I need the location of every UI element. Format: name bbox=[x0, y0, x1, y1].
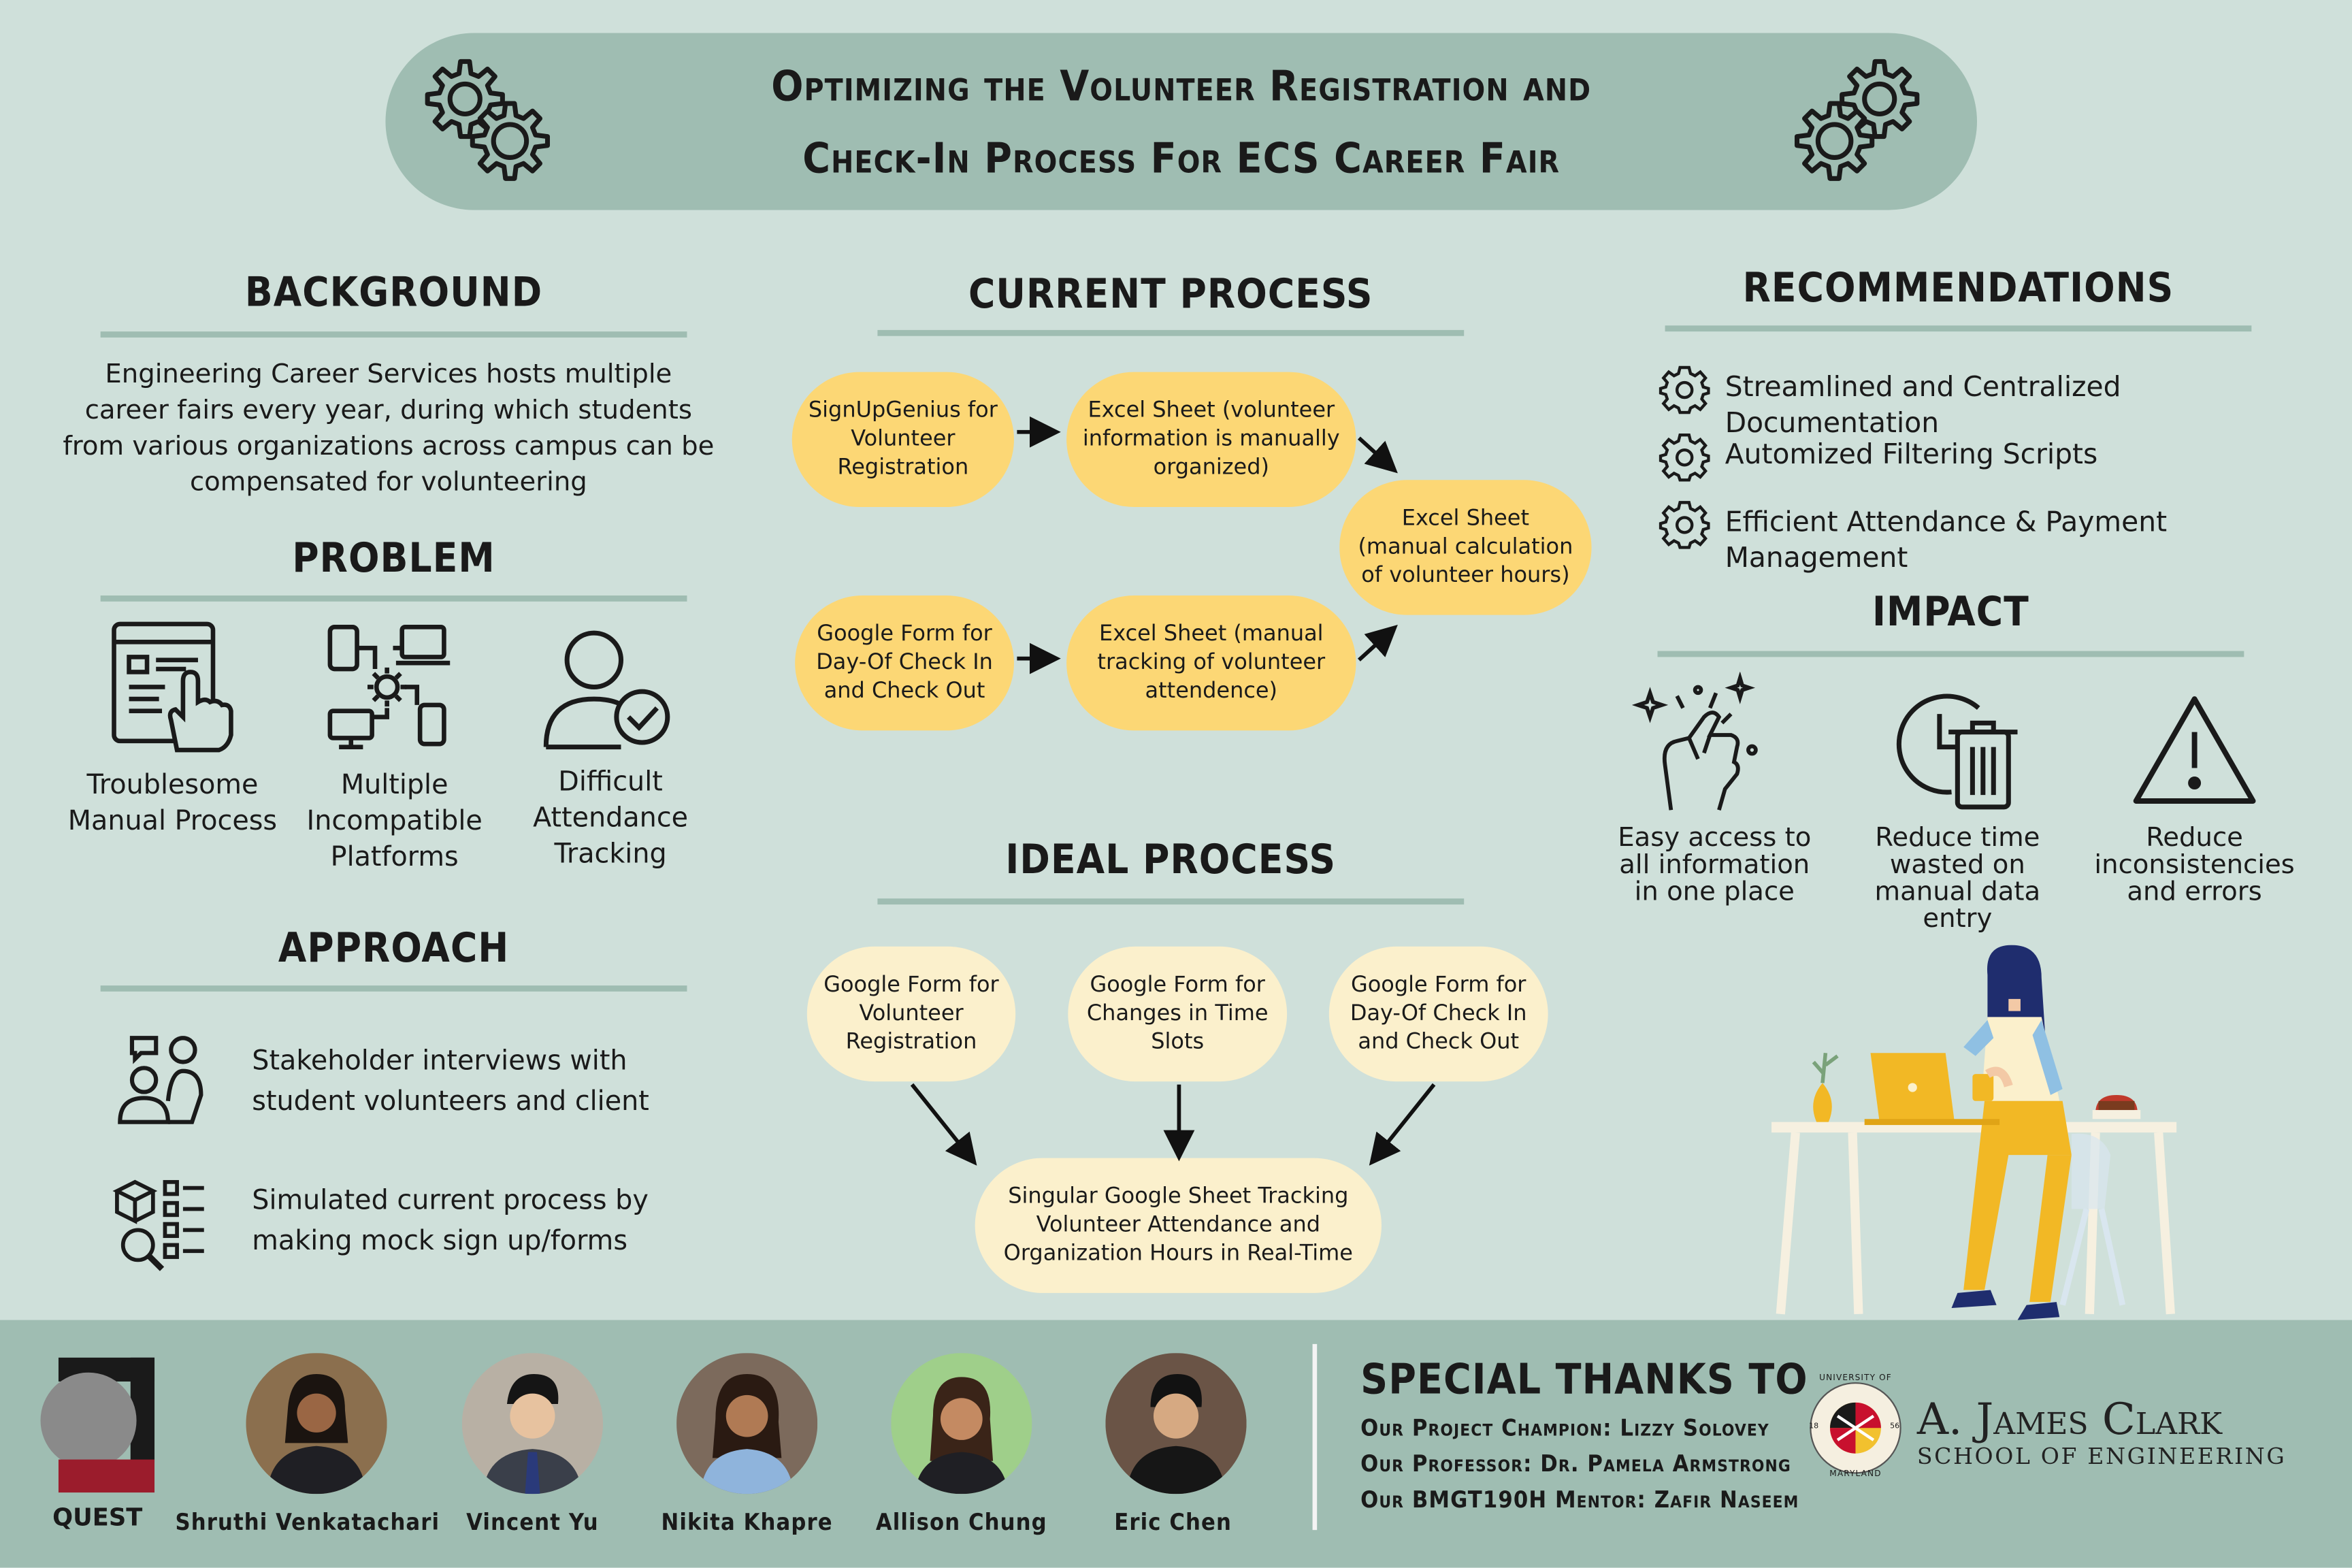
thanks-line-2: Our Professor: Dr. Pamela Armstrong bbox=[1360, 1450, 1791, 1478]
impact-label-3: Reduce inconsistencies and errors bbox=[2094, 823, 2295, 908]
problem-heading: PROBLEM bbox=[292, 535, 495, 583]
title-line-2: Check-In Process For ECS Career Fair bbox=[802, 133, 1561, 183]
problem-label-1: Troublesome Manual Process bbox=[67, 769, 278, 837]
rec-item-2: Automized Filtering Scripts bbox=[1725, 439, 2098, 472]
warning-icon bbox=[2133, 696, 2256, 804]
quest-logo-text: QUEST bbox=[52, 1503, 143, 1532]
avatar-member-4 bbox=[891, 1353, 1032, 1494]
avatar-member-3 bbox=[676, 1353, 818, 1494]
touch-document-icon bbox=[112, 621, 233, 753]
seal-text-top: UNIVERSITY OF bbox=[1819, 1373, 1892, 1384]
rec-gear-icon-3 bbox=[1659, 501, 1710, 549]
sparkle-hand-icon bbox=[1632, 672, 1758, 811]
avatar-member-5 bbox=[1105, 1353, 1247, 1494]
interview-icon bbox=[118, 1036, 203, 1124]
problem-label-2: Multiple Incompatible Platforms bbox=[306, 769, 483, 873]
school-name-line-1: A. James Clark bbox=[1916, 1393, 2223, 1445]
approach-rule bbox=[100, 985, 687, 992]
problem-label-3: Difficult Attendance Tracking bbox=[533, 766, 689, 870]
impact-label-1: Easy access to all information in one pl… bbox=[1618, 823, 1812, 908]
current-process-rule bbox=[877, 329, 1465, 336]
member-name-5: Eric Chen bbox=[1114, 1509, 1232, 1536]
rec-gear-icon-2 bbox=[1659, 433, 1710, 482]
current-node-excel-organized: Excel Sheet (volunteer information is ma… bbox=[1066, 372, 1356, 507]
rec-item-1: Streamlined and Centralized Documentatio… bbox=[1725, 372, 2121, 440]
ideal-node-time-slots: Google Form for Changes in Time Slots bbox=[1068, 946, 1288, 1082]
thanks-heading: SPECIAL THANKS TO bbox=[1360, 1354, 1808, 1405]
member-name-4: Allison Chung bbox=[875, 1509, 1047, 1536]
current-process-heading: CURRENT PROCESS bbox=[968, 271, 1373, 318]
recommendations-rule bbox=[1665, 325, 2252, 332]
current-process-arrows bbox=[1017, 416, 1398, 674]
ideal-process-heading: IDEAL PROCESS bbox=[1005, 836, 1337, 884]
rec-item-3: Efficient Attendance & Payment Managemen… bbox=[1725, 506, 2168, 575]
woman-laptop-illustration bbox=[1771, 945, 2177, 1320]
seal-year-right: 56 bbox=[1890, 1422, 1900, 1431]
approach-heading: APPROACH bbox=[278, 925, 510, 973]
poster-title: Optimizing the Volunteer Registration an… bbox=[385, 51, 1977, 195]
ideal-node-checkin: Google Form for Day-Of Check In and Chec… bbox=[1328, 946, 1548, 1082]
quest-logo bbox=[40, 1357, 155, 1493]
member-name-3: Nikita Khapre bbox=[661, 1509, 833, 1536]
title-banner bbox=[385, 33, 1978, 210]
approach-text-1: Stakeholder interviews with student volu… bbox=[252, 1045, 649, 1118]
ideal-process-arrows bbox=[910, 1083, 1436, 1166]
member-name-1: Shruthi Venkatachari bbox=[175, 1509, 440, 1536]
gears-right-icon bbox=[1794, 59, 1920, 181]
avatar-member-1 bbox=[246, 1353, 387, 1494]
current-node-google-form-checkin: Google Form for Day-Of Check In and Chec… bbox=[795, 595, 1014, 731]
devices-network-icon bbox=[327, 625, 451, 749]
avatar-member-2 bbox=[461, 1353, 604, 1494]
member-name-2: Vincent Yu bbox=[466, 1509, 599, 1536]
checklist-search-icon bbox=[112, 1179, 204, 1271]
school-name-line-2: SCHOOL OF ENGINEERING bbox=[1916, 1443, 2287, 1471]
ideal-process-rule bbox=[877, 898, 1465, 905]
current-node-excel-hours: Excel Sheet (manual calculation of volun… bbox=[1339, 480, 1592, 615]
rec-gear-icon-1 bbox=[1659, 365, 1710, 414]
ideal-node-registration: Google Form for Volunteer Registration bbox=[806, 946, 1016, 1082]
impact-heading: IMPACT bbox=[1872, 589, 2029, 636]
current-node-excel-tracking: Excel Sheet (manual tracking of voluntee… bbox=[1066, 595, 1356, 731]
problem-rule bbox=[100, 595, 687, 602]
impact-rule bbox=[1657, 651, 2244, 657]
background-rule bbox=[100, 331, 687, 338]
seal-year-left: 18 bbox=[1809, 1422, 1819, 1431]
thanks-line-1: Our Project Champion: Lizzy Solovey bbox=[1360, 1414, 1769, 1442]
recommendations-heading: RECOMMENDATIONS bbox=[1742, 265, 2174, 312]
background-heading: BACKGROUND bbox=[244, 270, 543, 317]
ideal-node-google-sheet: Singular Google Sheet Tracking Volunteer… bbox=[975, 1158, 1382, 1293]
current-node-signupgenius: SignUpGenius for Volunteer Registration bbox=[791, 372, 1014, 507]
footer-divider bbox=[1312, 1343, 1318, 1531]
user-check-icon bbox=[543, 630, 670, 750]
seal-text-bottom: MARYLAND bbox=[1829, 1470, 1882, 1480]
impact-label-2: Reduce time wasted on manual data entry bbox=[1874, 823, 2041, 935]
background-text: Engineering Career Services hosts multip… bbox=[63, 359, 715, 498]
clock-trash-icon bbox=[1896, 693, 2018, 810]
thanks-line-3: Our BMGT190H Mentor: Zafir Naseem bbox=[1360, 1486, 1799, 1514]
gears-left-icon bbox=[425, 59, 551, 181]
title-line-1: Optimizing the Volunteer Registration an… bbox=[771, 61, 1592, 112]
approach-text-2: Simulated current process by making mock… bbox=[252, 1185, 649, 1258]
university-seal bbox=[1810, 1382, 1901, 1474]
